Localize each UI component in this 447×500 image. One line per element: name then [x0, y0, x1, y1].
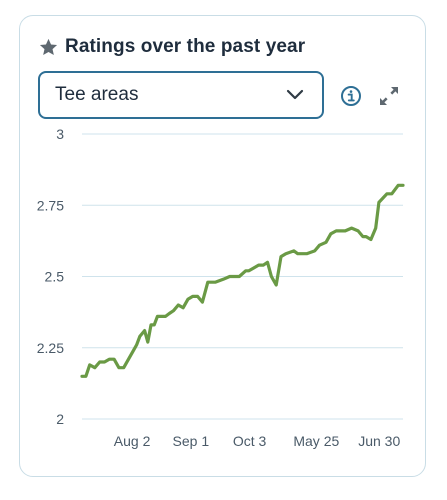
area-select-value: Tee areas: [55, 84, 139, 105]
y-tick-label: 2.75: [37, 197, 64, 213]
rating-series-line: [80, 183, 405, 378]
x-tick-label: Aug 2: [114, 433, 151, 449]
info-button[interactable]: [338, 83, 364, 109]
y-tick-label: 2: [56, 411, 64, 427]
y-tick-label: 2.5: [45, 269, 65, 285]
expand-button[interactable]: [376, 83, 402, 109]
x-tick-label: Jun 30: [358, 433, 400, 449]
info-icon: [341, 86, 361, 106]
area-select[interactable]: Tee areas: [38, 71, 324, 119]
x-tick-label: May 25: [293, 433, 339, 449]
chart-title: Ratings over the past year: [65, 36, 306, 57]
y-tick-label: 2.25: [37, 340, 64, 356]
card-header: Ratings over the past year: [38, 36, 305, 58]
y-tick-label: 3: [56, 126, 64, 142]
expand-icon: [380, 87, 398, 105]
x-tick-label: Oct 3: [233, 433, 267, 449]
chevron-down-icon: [286, 89, 304, 100]
x-tick-label: Sep 1: [173, 433, 210, 449]
star-icon: [39, 38, 58, 55]
ratings-card: Ratings over the past year Tee areas: [19, 15, 426, 477]
